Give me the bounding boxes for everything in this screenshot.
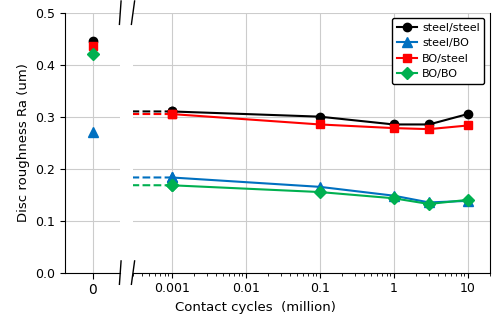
Y-axis label: Disc roughness Ra (um): Disc roughness Ra (um): [16, 63, 30, 222]
Legend: steel/steel, steel/BO, BO/steel, BO/BO: steel/steel, steel/BO, BO/steel, BO/BO: [392, 18, 484, 84]
Text: Contact cycles  (million): Contact cycles (million): [174, 301, 336, 314]
